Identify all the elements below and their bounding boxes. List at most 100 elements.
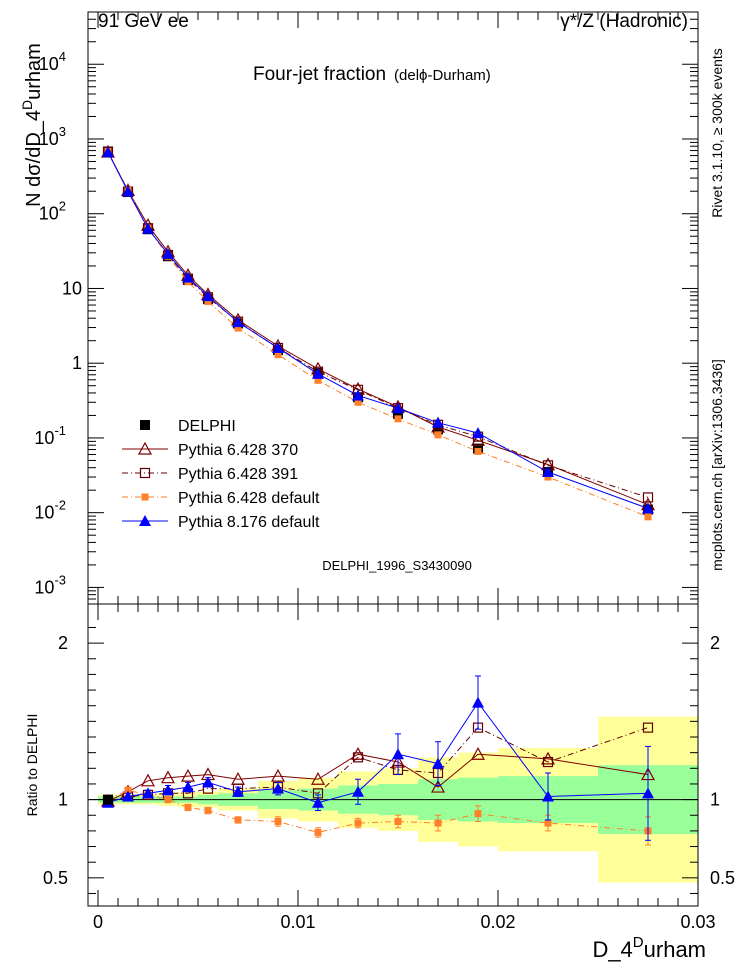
point-pdefault [394,415,402,423]
legend-marker-p8176 [139,515,151,526]
ratio-point-pdefault [314,828,322,836]
ratio-point-pdefault [394,818,402,826]
legend-label-p391: Pythia 6.428 391 [178,466,298,483]
ratio-y-tick-label-right: 2 [710,633,720,653]
ratio-y-label: Ratio to DELPHI [24,714,40,817]
ratio-point-pdefault [124,786,132,794]
ratio-point-p8176 [352,785,364,797]
point-pdefault [644,513,652,521]
ratio-y-tick-label-right: 1 [710,790,720,810]
x-tick-label: 0.03 [680,912,715,932]
point-p8176 [142,222,154,234]
ratio-point-p370 [540,751,556,765]
y-tick-label: 10 [62,278,82,298]
header-right: γ*/Z (Hadronic) [560,11,688,32]
y-tick-label: 1 [72,353,82,373]
legend-label-pdefault: Pythia 6.428 default [178,490,320,507]
point-p370 [470,433,486,446]
mcplots-label: mcplots.cern.ch [arXiv:1306.3436] [709,359,725,571]
ratio-point-p370 [140,773,156,787]
series-line-pdefault [107,151,649,518]
header-left: 91 GeV ee [98,11,189,32]
legend-marker-p391 [139,467,151,479]
ratio-plot-frame [87,603,699,907]
watermark: DELPHI_1996_S3430090 [322,558,472,573]
ratio-point-p8176 [642,787,654,799]
point-p8176 [392,402,404,414]
main-y-label: N dσ/dD_4Durham [19,43,45,207]
legend-label-p370: Pythia 6.428 370 [178,442,298,459]
ratio-point-p8176 [162,784,174,796]
point-p391 [642,492,654,503]
ratio-point-pdefault [474,810,482,818]
y-tick-label: 102 [39,199,66,224]
point-p8176 [102,146,114,158]
ratio-point-p8176 [392,748,404,760]
ratio-line-p370 [107,753,649,802]
y-tick-label: 10-3 [34,572,66,597]
point-p8176 [542,466,554,478]
y-tick-label: 103 [39,124,66,149]
rivet-label: Rivet 3.1.10, ≥ 300k events [709,48,725,218]
point-p8176 [162,247,174,259]
ratio-point-p391 [642,722,654,733]
ratio-point-pdefault [204,807,212,815]
ratio-point-p8176 [232,785,244,797]
legend-marker-p370 [137,441,153,455]
point-pdefault [434,431,442,439]
ratio-y-tick-label: 2 [58,633,68,653]
main-title: Four-jet fraction (delϕ-Durham) [253,64,491,85]
y-tick-label: 10-1 [34,423,66,448]
ratio-point-pdefault [544,819,552,827]
ratio-point-pdefault [354,819,362,827]
point-pdefault [204,297,212,305]
ratio-y-tick-label-right: 0.5 [710,868,735,888]
legend-marker-delphi [140,420,150,430]
ratio-y-tick-label: 1 [58,790,68,810]
point-delphi [393,408,403,419]
ratio-point-delphi [103,794,113,805]
ratio-point-pdefault [434,819,442,827]
ratio-point-pdefault [274,818,282,826]
point-p8176 [312,367,324,379]
point-pdefault [474,447,482,455]
ratio-y-tick-label: 0.5 [43,868,68,888]
y-tick-label: 104 [39,49,66,74]
point-p8176 [122,185,134,197]
ratio-point-p8176 [182,781,194,793]
ratio-line-pdefault [107,789,649,834]
ratio-point-p8176 [542,790,554,802]
point-p8176 [232,316,244,328]
legend-label-delphi: DELPHI [178,418,236,435]
legend-label-p8176: Pythia 8.176 default [178,514,320,531]
point-pdefault [274,351,282,359]
ratio-point-p391 [542,756,554,768]
point-pdefault [234,324,242,332]
ratio-point-p370 [430,779,446,793]
ratio-point-p8176 [122,790,134,802]
point-pdefault [354,398,362,406]
ratio-point-p370 [160,770,176,784]
ratio-point-p8176 [202,776,214,788]
point-p8176 [352,389,364,401]
ratio-point-p8176 [472,696,484,708]
ratio-point-p370 [350,746,366,760]
x-axis-label: D_4Durham [592,934,706,962]
y-tick-label: 10-2 [34,498,66,523]
ratio-point-p8176 [142,787,154,799]
point-p8176 [642,502,654,514]
x-tick-label: 0 [93,912,103,932]
ratio-point-p8176 [272,782,284,794]
point-p8176 [202,290,214,302]
ratio-point-pdefault [184,803,192,811]
x-tick-label: 0.01 [280,912,315,932]
legend-marker-pdefault [141,493,149,501]
ratio-point-p370 [310,772,326,785]
point-pdefault [314,376,322,384]
point-p8176 [432,416,444,428]
ratio-point-pdefault [164,796,172,804]
ratio-point-p370 [270,768,286,782]
point-pdefault [544,473,552,481]
ratio-point-p370 [470,746,486,760]
